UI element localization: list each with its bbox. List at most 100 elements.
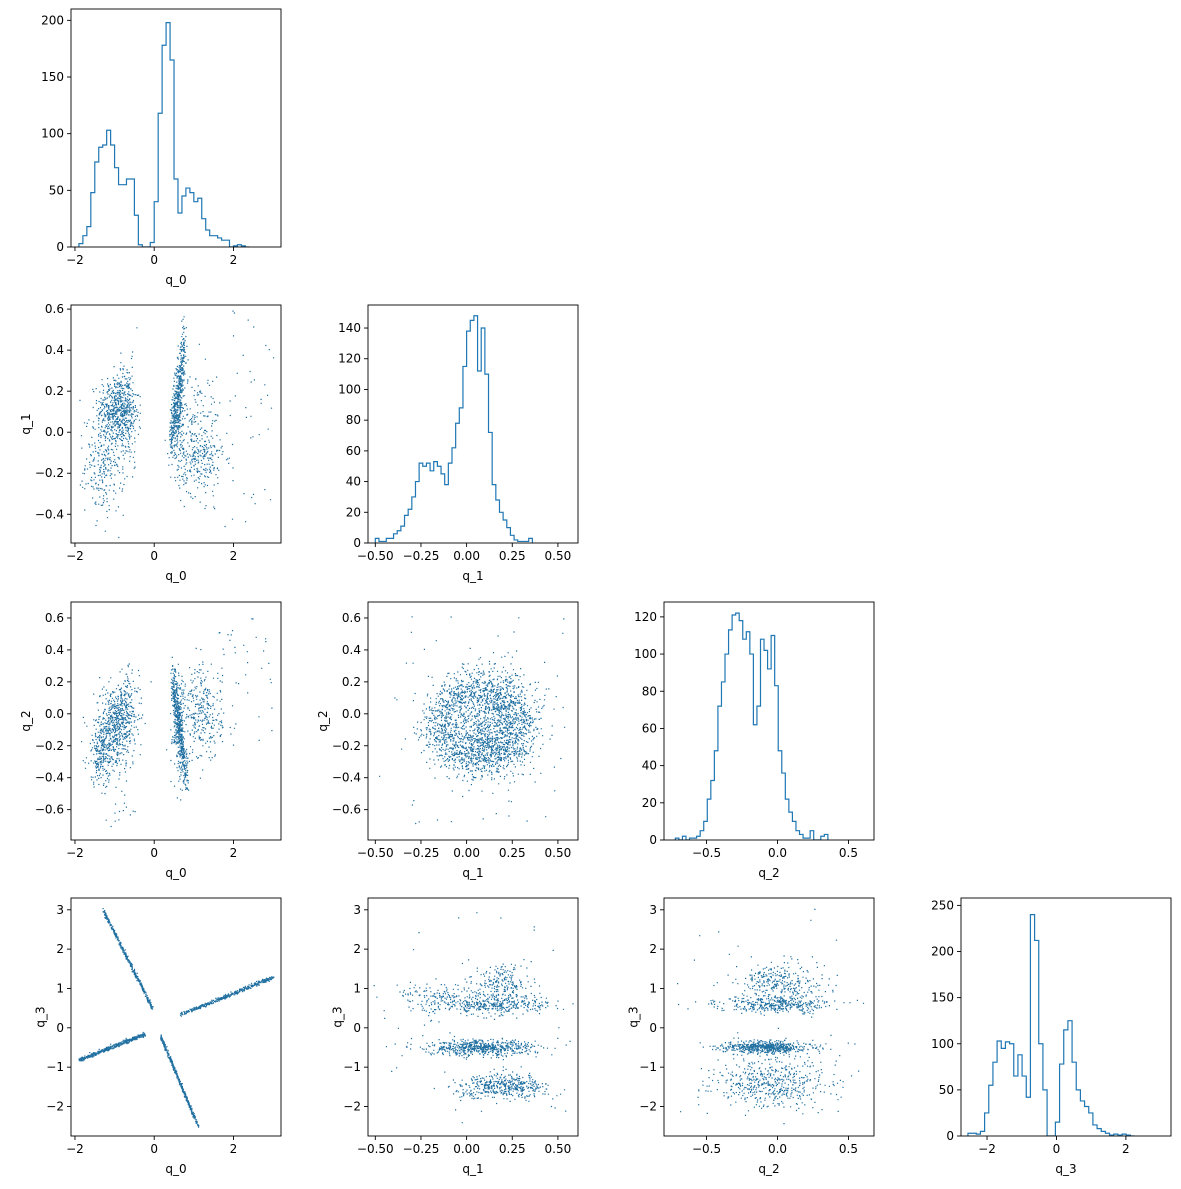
x-tick-label: 0.5 xyxy=(839,1142,858,1156)
panel-p20: −2 0 2 −0.6 −0.4 −0.2 0.0 0.2 0.4 0.6 q_0 q_2 xyxy=(19,601,282,880)
y-tick-label: 2 xyxy=(353,942,361,956)
y-tick-label: 0.2 xyxy=(45,384,64,398)
y-tick-label: −2 xyxy=(343,1099,361,1113)
x-axis-label: q_2 xyxy=(758,866,779,880)
y-tick-label: 0 xyxy=(56,1021,64,1035)
y-tick-label: 150 xyxy=(41,70,64,84)
y-tick-label: −2 xyxy=(46,1099,64,1113)
y-tick-label: 0.4 xyxy=(342,643,361,657)
x-tick-label: −2 xyxy=(66,846,84,860)
y-tick-label: 0.2 xyxy=(342,675,361,689)
y-tick-label: 60 xyxy=(346,444,361,458)
y-axis-label: q_3 xyxy=(627,1006,641,1027)
y-tick-label: 2 xyxy=(56,942,64,956)
y-tick-label: −2 xyxy=(639,1099,657,1113)
y-tick-label: −1 xyxy=(46,1060,64,1074)
y-tick-label: 0 xyxy=(946,1129,954,1143)
y-tick-label: 3 xyxy=(56,903,64,917)
y-tick-label: 100 xyxy=(634,647,657,661)
y-tick-label: 100 xyxy=(931,1037,954,1051)
y-tick-label: 2 xyxy=(649,942,657,956)
y-tick-label: 0 xyxy=(649,833,657,847)
y-tick-label: 0.4 xyxy=(45,643,64,657)
x-tick-label: 0 xyxy=(150,846,158,860)
axes-frame xyxy=(70,8,282,248)
y-tick-label: 150 xyxy=(931,991,954,1005)
scatter-points xyxy=(78,908,275,1128)
y-tick-label: 120 xyxy=(634,610,657,624)
x-tick-label: 0.50 xyxy=(545,1142,572,1156)
x-tick-label: −0.50 xyxy=(357,1142,394,1156)
x-tick-label: 0.5 xyxy=(839,846,858,860)
y-tick-label: −1 xyxy=(639,1060,657,1074)
panel-p33: −2 0 2 0 50 100 150 200 250 q_3 xyxy=(931,897,1172,1176)
histogram-step-line xyxy=(967,914,1135,1136)
x-tick-label: −2 xyxy=(66,253,84,267)
y-tick-label: 40 xyxy=(346,475,361,489)
y-tick-label: 0.0 xyxy=(342,707,361,721)
histogram-step-line xyxy=(78,22,250,247)
x-tick-label: 0.25 xyxy=(499,549,526,563)
axes-frame xyxy=(367,897,579,1137)
y-tick-label: 1 xyxy=(353,981,361,995)
x-axis-label: q_0 xyxy=(165,866,186,880)
y-axis-label: q_3 xyxy=(34,1006,48,1027)
y-tick-label: 80 xyxy=(642,684,657,698)
x-axis-label: q_3 xyxy=(1055,1162,1076,1176)
x-tick-label: −0.25 xyxy=(403,549,440,563)
x-tick-label: 0.50 xyxy=(545,846,572,860)
y-tick-label: 0.0 xyxy=(45,425,64,439)
y-tick-label: −0.4 xyxy=(332,771,361,785)
scatter-points xyxy=(677,908,865,1125)
y-tick-label: 120 xyxy=(338,352,361,366)
y-tick-label: −0.2 xyxy=(35,739,64,753)
panel-p22: −0.5 0.0 0.5 0 20 40 60 80 100 120 q_2 xyxy=(634,601,875,880)
x-tick-label: 0.0 xyxy=(768,846,787,860)
axes-frame xyxy=(70,304,282,544)
y-tick-label: 80 xyxy=(346,413,361,427)
x-tick-label: 2 xyxy=(1122,1142,1130,1156)
y-tick-label: 50 xyxy=(939,1083,954,1097)
x-tick-label: 0.00 xyxy=(453,549,480,563)
y-tick-label: 0.4 xyxy=(45,343,64,357)
x-tick-label: −0.50 xyxy=(357,846,394,860)
x-tick-label: 0.25 xyxy=(499,1142,526,1156)
axes-frame xyxy=(663,897,875,1137)
x-axis-label: q_0 xyxy=(165,1162,186,1176)
axes-frame xyxy=(70,897,282,1137)
x-tick-label: 0 xyxy=(150,253,158,267)
axes-frame xyxy=(663,601,875,841)
scatter-points xyxy=(373,912,574,1124)
y-tick-label: 0.6 xyxy=(45,302,64,316)
y-tick-label: −0.2 xyxy=(35,466,64,480)
histogram-step-line xyxy=(374,315,533,543)
x-tick-label: −0.25 xyxy=(403,846,440,860)
panel-p21: −0.50 −0.25 0.00 0.25 0.50 −0.6 −0.4 −0.2 0.0 0.2… xyxy=(316,601,579,880)
x-tick-label: 0.00 xyxy=(453,846,480,860)
y-tick-label: 3 xyxy=(649,903,657,917)
y-tick-label: −0.4 xyxy=(35,507,64,521)
axes-frame xyxy=(367,601,579,841)
y-tick-label: 0 xyxy=(649,1021,657,1035)
y-tick-label: 60 xyxy=(642,721,657,735)
y-axis-label: q_2 xyxy=(316,710,330,731)
y-tick-label: 3 xyxy=(353,903,361,917)
axes-frame xyxy=(960,897,1172,1137)
x-tick-label: 0.00 xyxy=(453,1142,480,1156)
x-tick-label: −0.5 xyxy=(692,1142,721,1156)
x-tick-label: 2 xyxy=(230,549,238,563)
y-tick-label: 0.2 xyxy=(45,675,64,689)
panel-p32: −0.5 0.0 0.5 −2 −1 0 1 2 3 q_2 q_3 xyxy=(627,897,875,1176)
panel-p30: −2 0 2 −2 −1 0 1 2 3 q_0 q_3 xyxy=(34,897,282,1176)
y-tick-label: 0.0 xyxy=(45,707,64,721)
x-axis-label: q_0 xyxy=(165,569,186,583)
x-tick-label: −0.50 xyxy=(357,549,394,563)
y-tick-label: 0 xyxy=(353,1021,361,1035)
y-tick-label: 140 xyxy=(338,321,361,335)
x-axis-label: q_2 xyxy=(758,1162,779,1176)
y-axis-label: q_1 xyxy=(19,413,33,434)
y-axis-label: q_3 xyxy=(331,1006,345,1027)
x-tick-label: 0 xyxy=(1053,1142,1061,1156)
y-tick-label: 200 xyxy=(41,13,64,27)
y-tick-label: 20 xyxy=(642,796,657,810)
